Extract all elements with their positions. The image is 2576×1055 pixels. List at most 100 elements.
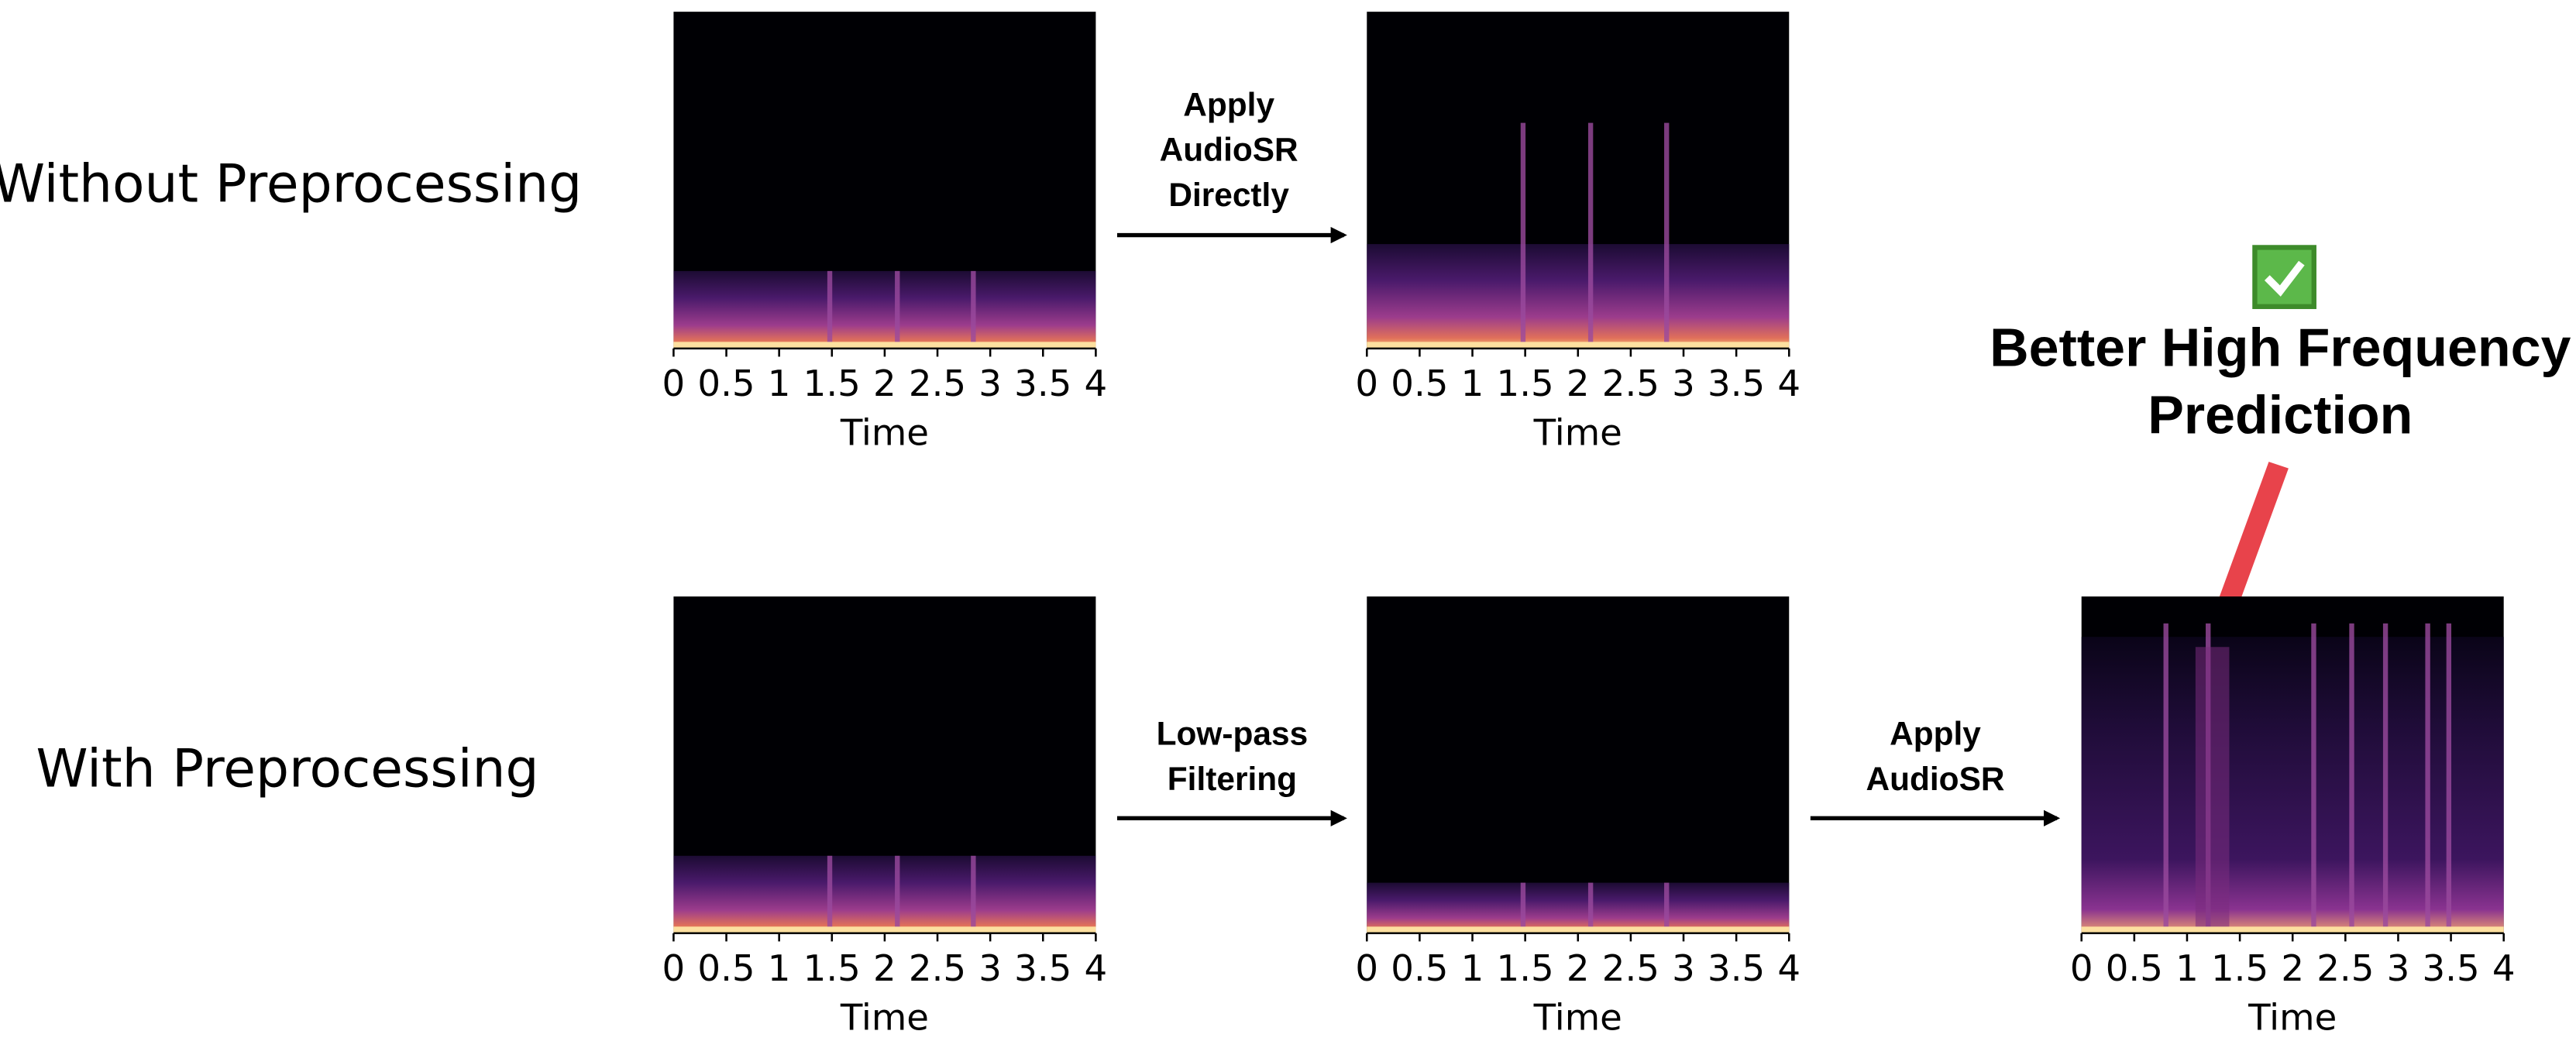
x-tick-label: 3.5 xyxy=(1708,948,1765,990)
x-tick-label: 4 xyxy=(1777,363,1800,405)
x-tick-label: 2.5 xyxy=(1602,363,1659,405)
spectrogram-stripe xyxy=(895,855,900,933)
spectrogram-floor xyxy=(2081,926,2504,933)
x-tick-label: 2.5 xyxy=(1602,948,1659,990)
x-tick-label: 2.5 xyxy=(2316,948,2374,990)
spectrogram-floor xyxy=(1367,342,1790,349)
spectrogram-stripe xyxy=(2349,623,2354,933)
spectrogram-stripe xyxy=(1587,122,1594,349)
spectrogram-stripe xyxy=(827,270,833,349)
x-tick-label: 1 xyxy=(768,363,791,405)
arrows xyxy=(1116,226,2061,826)
x-tick-label: 2 xyxy=(2281,948,2304,990)
x-tick-label: 1 xyxy=(2175,948,2199,990)
x-tick-label: 3 xyxy=(978,948,1002,990)
x-tick-label: 0 xyxy=(662,363,686,405)
x-tick-label: 4 xyxy=(2492,948,2516,990)
x-axis-label: Time xyxy=(2248,998,2337,1040)
spectrogram-stripe xyxy=(971,270,976,349)
x-tick-label: 1.5 xyxy=(803,363,861,405)
check-mark xyxy=(2264,260,2305,297)
callout-label: Prediction xyxy=(2148,385,2413,445)
spectrogram-panel: 0 0.5 1 1.5 2 2.5 3 3.5 4 Time xyxy=(2070,596,2516,1040)
x-tick-label: 0.5 xyxy=(1391,948,1448,990)
spectrogram-stripe xyxy=(895,270,900,349)
x-tick-label: 0.5 xyxy=(1391,363,1448,405)
spectrogram-band xyxy=(1367,882,1790,933)
x-tick-label: 4 xyxy=(1085,948,1108,990)
x-tick-label: 2 xyxy=(873,948,896,990)
step-label: AudioSR xyxy=(1866,761,2004,797)
spectrogram-floor xyxy=(673,926,1096,933)
row-label: With Preprocessing xyxy=(36,739,539,800)
checkbox xyxy=(2252,245,2316,309)
x-tick-label: 3 xyxy=(2387,948,2410,990)
x-tick-label: 2.5 xyxy=(909,948,966,990)
spectrogram-stripe xyxy=(1664,122,1670,349)
spectrogram-stripe xyxy=(2311,623,2316,933)
x-tick-label: 3 xyxy=(1672,948,1695,990)
x-tick-label: 2 xyxy=(1567,363,1590,405)
x-tick-label: 0.5 xyxy=(697,363,755,405)
step-label: Filtering xyxy=(1168,761,1297,797)
spectrogram-stripe xyxy=(2425,623,2430,933)
spectrogram-background xyxy=(1367,596,1790,933)
step-label: Apply xyxy=(1183,86,1274,122)
x-tick-label: 2 xyxy=(1567,948,1590,990)
row-label: Without Preprocessing xyxy=(0,154,582,215)
spectrogram-stripe xyxy=(1520,882,1526,933)
x-tick-label: 4 xyxy=(1085,363,1108,405)
spectrogram-stripe xyxy=(2446,623,2452,933)
x-tick-label: 0.5 xyxy=(2106,948,2163,990)
spectrogram-band xyxy=(1367,244,1790,349)
spectrogram-band xyxy=(2081,637,2504,933)
x-axis-label: Time xyxy=(1533,413,1622,455)
x-tick-label: 1.5 xyxy=(803,948,861,990)
callout-label: Better High Frequency xyxy=(1990,318,2571,378)
spectrogram-stripe xyxy=(827,855,833,933)
step-label: Directly xyxy=(1168,177,1289,213)
spectrogram-stripe xyxy=(971,855,976,933)
x-tick-label: 3 xyxy=(978,363,1002,405)
x-tick-label: 3.5 xyxy=(1708,363,1765,405)
x-axis-label: Time xyxy=(840,998,929,1040)
x-tick-label: 3.5 xyxy=(2422,948,2479,990)
spectrogram-panel: 0 0.5 1 1.5 2 2.5 3 3.5 4 Time xyxy=(662,596,1108,1040)
step-label: AudioSR xyxy=(1160,132,1298,168)
x-tick-label: 2.5 xyxy=(909,363,966,405)
spectrogram-band xyxy=(673,270,1096,349)
spectrogram-stripe xyxy=(1520,122,1526,349)
check-box-inner xyxy=(2257,249,2312,304)
spectrogram-stripe xyxy=(2382,623,2389,933)
spectrogram-floor xyxy=(1367,926,1790,933)
x-tick-label: 3 xyxy=(1672,363,1695,405)
spectrogram-panel: 0 0.5 1 1.5 2 2.5 3 3.5 4 Time xyxy=(662,12,1108,455)
spectrogram-stripe xyxy=(1587,882,1594,933)
x-tick-label: 3.5 xyxy=(1014,948,1071,990)
x-tick-label: 0 xyxy=(662,948,686,990)
x-tick-label: 0 xyxy=(2070,948,2093,990)
spectrogram-band xyxy=(673,855,1096,933)
spectrogram-floor xyxy=(673,342,1096,349)
x-tick-label: 2 xyxy=(873,363,896,405)
x-tick-label: 1.5 xyxy=(1497,363,1554,405)
x-tick-label: 1.5 xyxy=(1497,948,1554,990)
x-tick-label: 3.5 xyxy=(1014,363,1071,405)
x-tick-label: 1 xyxy=(1461,363,1484,405)
x-axis-label: Time xyxy=(1533,998,1622,1040)
x-tick-label: 1 xyxy=(768,948,791,990)
spectrogram-panel: 0 0.5 1 1.5 2 2.5 3 3.5 4 Time xyxy=(1355,12,1800,455)
x-tick-label: 4 xyxy=(1777,948,1800,990)
spectrogram-stripe xyxy=(2163,623,2168,933)
x-axis-label: Time xyxy=(840,413,929,455)
x-tick-label: 1 xyxy=(1461,948,1484,990)
step-label: Apply xyxy=(1890,716,1981,752)
step-label: Low-pass xyxy=(1157,716,1309,752)
x-tick-label: 1.5 xyxy=(2211,948,2268,990)
spectrogram-stripe xyxy=(1664,882,1670,933)
spectrogram-glow xyxy=(2195,647,2230,933)
x-tick-label: 0 xyxy=(1355,948,1378,990)
x-tick-label: 0 xyxy=(1355,363,1378,405)
